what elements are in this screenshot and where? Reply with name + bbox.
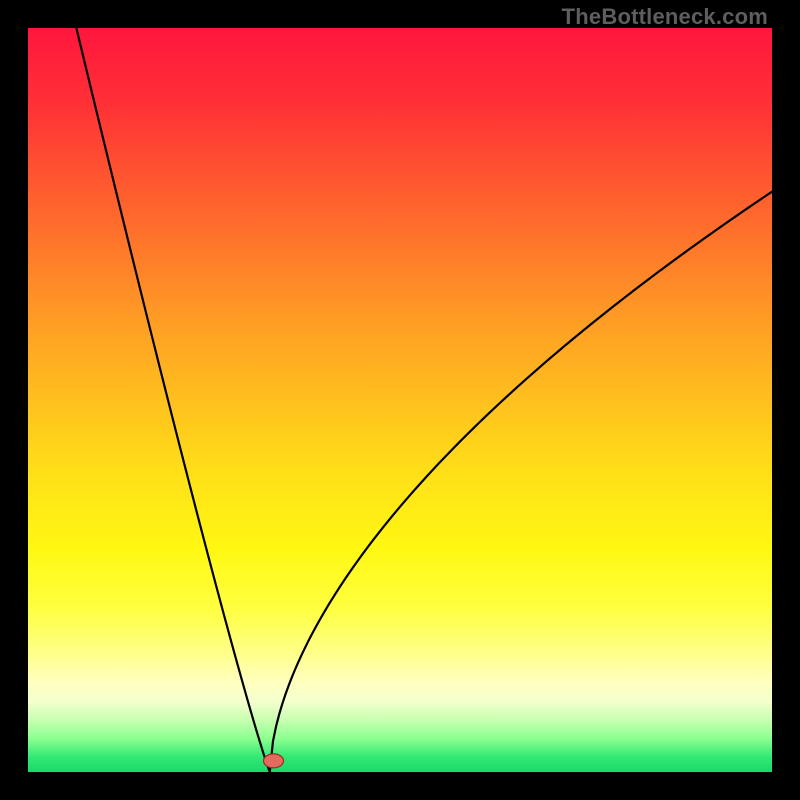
gradient-background <box>28 28 772 772</box>
watermark-text: TheBottleneck.com <box>562 4 768 30</box>
min-marker <box>264 754 284 768</box>
plot-area <box>28 28 772 772</box>
chart-svg <box>28 28 772 772</box>
chart-container: TheBottleneck.com <box>0 0 800 800</box>
